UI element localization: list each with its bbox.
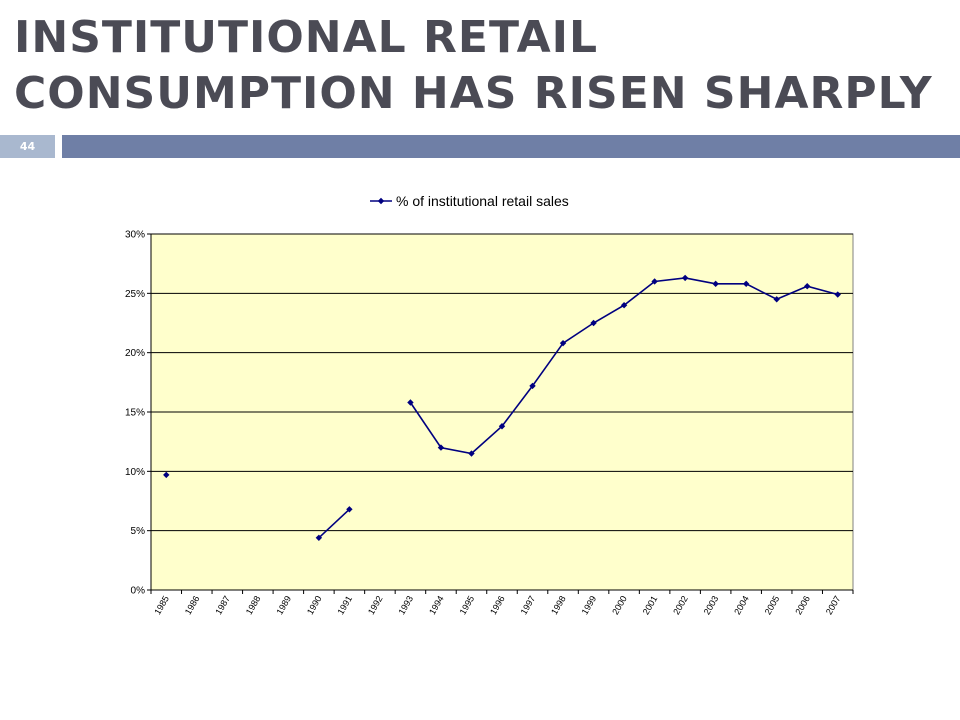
y-tick-label: 0%: [131, 586, 146, 597]
data-point: [529, 382, 536, 390]
y-tick-label: 5%: [131, 526, 146, 537]
data-point: [712, 280, 719, 288]
x-tick-label: 2007: [824, 594, 843, 616]
y-tick-label: 10%: [125, 467, 145, 478]
data-point: [315, 534, 323, 541]
x-tick-label: 2003: [702, 594, 721, 616]
x-tick-label: 1999: [580, 594, 599, 616]
y-axis: 0% 5% 10% 15% 20% 25% 30%: [125, 230, 152, 597]
data-point: [590, 319, 597, 327]
x-tick-label: 1998: [549, 594, 568, 616]
x-tick-label: 1996: [488, 594, 507, 616]
series-group: [163, 274, 841, 541]
x-tick-label: 1986: [183, 594, 202, 616]
data-point: [468, 450, 475, 457]
data-point: [498, 423, 506, 430]
gridlines: [151, 233, 853, 532]
x-tick-label: 1993: [396, 594, 415, 616]
page-number: 44: [0, 135, 55, 158]
x-tick-label: 1985: [152, 594, 171, 616]
data-point: [437, 444, 445, 451]
x-tick-label: 2005: [763, 594, 782, 616]
x-axis: 1985 1986 1987 1988 1989 1990 1991 1992 1993 1994…: [150, 589, 854, 616]
y-tick-label: 30%: [125, 230, 145, 241]
data-point: [804, 283, 811, 290]
header-rule-bar: [62, 135, 960, 158]
x-tick-label: 2000: [610, 594, 629, 616]
x-tick-label: 1992: [366, 594, 385, 616]
data-point: [742, 280, 750, 288]
data-point: [346, 506, 353, 513]
x-tick-label: 1989: [274, 594, 293, 616]
data-point: [163, 471, 170, 479]
x-tick-label: 1987: [213, 594, 232, 616]
data-point: [620, 302, 628, 309]
x-tick-label: 1990: [305, 594, 324, 616]
x-tick-label: 1997: [519, 594, 538, 616]
x-tick-label: 2001: [641, 594, 660, 616]
y-tick-label: 20%: [125, 348, 145, 359]
y-tick-label: 25%: [125, 289, 145, 300]
data-point: [559, 339, 567, 347]
x-tick-label: 2004: [732, 594, 751, 616]
data-point: [834, 291, 841, 298]
data-point: [773, 296, 780, 303]
x-tick-label: 2006: [793, 594, 812, 616]
slide-title: INSTITUTIONAL RETAIL CONSUMPTION HAS RIS…: [14, 12, 933, 119]
x-tick-label: 2002: [671, 594, 690, 616]
legend-marker: [377, 197, 385, 205]
data-point: [651, 278, 658, 285]
legend-label: % of institutional retail sales: [396, 193, 569, 209]
data-point: [681, 274, 689, 282]
x-tick-label: 1988: [244, 594, 263, 616]
data-point: [407, 399, 414, 406]
x-tick-label: 1991: [335, 594, 354, 616]
chart-legend: % of institutional retail sales: [370, 193, 569, 209]
y-tick-label: 15%: [125, 408, 145, 419]
x-tick-label: 1995: [458, 594, 477, 616]
x-tick-label: 1994: [427, 594, 446, 616]
series-line: [318, 508, 350, 539]
